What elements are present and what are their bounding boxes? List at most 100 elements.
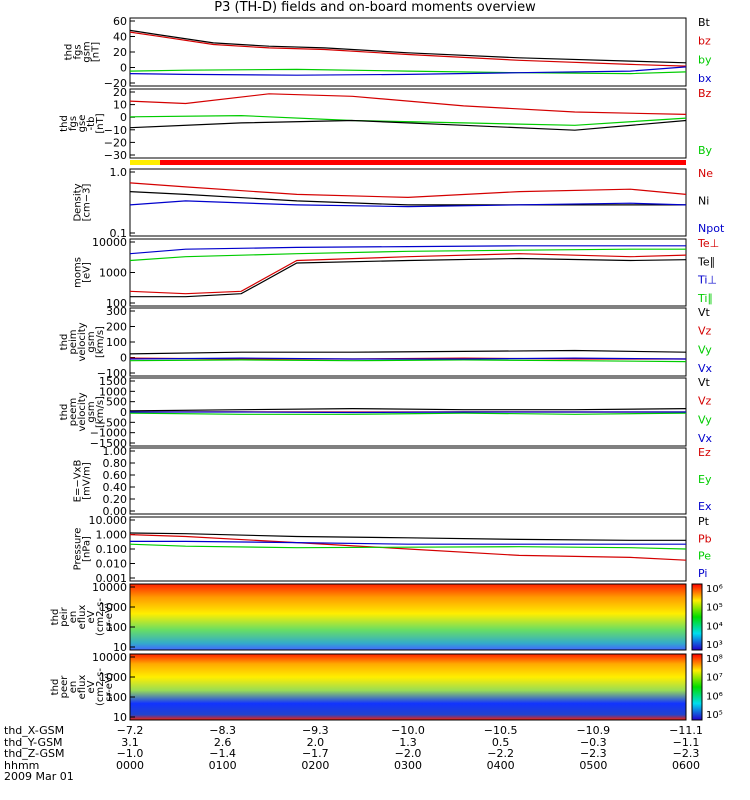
series-line-Pe [129, 543, 687, 550]
legend-Pb: Pb [698, 532, 712, 545]
y-tick-label: 1000 [99, 601, 127, 614]
legend-Ez: Ez [698, 446, 711, 459]
series-line-Vt [129, 407, 687, 412]
legend-Pt: Pt [698, 515, 710, 528]
y-tick-label: 0.1 [110, 227, 128, 240]
y-axis-label: eV [86, 610, 97, 623]
y-axis-label: thd [50, 609, 61, 626]
y-tick-label: −100 [97, 367, 127, 380]
x-axis-tick-value: −0.3 [579, 735, 607, 749]
legend-Te⊥: Te⊥ [697, 237, 719, 250]
y-axis-label: peir [59, 606, 70, 626]
series-line-by [129, 68, 687, 75]
legend-by: by [698, 53, 712, 66]
y-axis-label: thd [64, 44, 75, 61]
legend-Vz: Vz [698, 325, 712, 338]
y-axis-label: moms [73, 257, 84, 288]
y-tick-label: 0.100 [96, 543, 128, 556]
y-tick-label: 0.20 [103, 493, 128, 506]
x-axis-tick-value: 2.0 [306, 735, 325, 749]
y-tick-label: 10.000 [89, 514, 128, 527]
y-axis-label: (cm2-s- [95, 668, 106, 706]
x-axis-row: thd_Z-GSM −1.0 −1.4 −1.7 −2.0 −2.2 −2.3 −2.3 [4, 748, 699, 760]
y-axis-label: eflux [77, 675, 88, 700]
panel-frame-2 [129, 168, 687, 237]
y-tick-label: 60 [113, 15, 127, 28]
x-axis-tick-value: 0300 [394, 758, 422, 772]
y-tick-label: 500 [106, 396, 127, 409]
colorbar-label: 10⁴ [706, 621, 723, 632]
colorbar-label: 10⁵ [706, 710, 723, 721]
x-axis-tick-value: −1.7 [301, 747, 329, 760]
y-axis-label: sr-eV) [104, 602, 115, 631]
legend-Ex: Ex [698, 500, 712, 513]
y-axis-label: peer [59, 675, 70, 699]
series-line-Te⊥ [129, 253, 687, 295]
series-line-Ni [129, 191, 686, 206]
x-axis-row: thd_Y-GSM 3.1 2.6 2.0 1.3 0.5 −0.3 −1.1 [4, 735, 699, 749]
y-tick-label: 0.60 [103, 469, 128, 482]
y-axis-label: peem [68, 398, 79, 426]
legend-Npot: Npot [698, 222, 725, 235]
y-tick-label: 0 [120, 62, 127, 75]
y-tick-label: 10 [113, 99, 127, 112]
y-tick-label: 10000 [92, 581, 127, 594]
series-line-Ne [129, 182, 687, 199]
overview-chart: 6040200−20thdfgsgsm[nT]Btbzbybx20100−10−… [50, 15, 725, 724]
x-axis-tick-value: 3.1 [121, 735, 139, 749]
y-tick-label: −1500 [90, 437, 127, 450]
legend-Ni: Ni [698, 195, 709, 208]
x-axis-row-label: thd_Y-GSM [4, 735, 63, 749]
y-tick-label: −10 [104, 124, 127, 137]
y-tick-label: 10 [113, 641, 127, 654]
x-axis-tick-value: −1.0 [116, 747, 144, 760]
x-axis-row: hhmm 0000 0100 0200 0300 0400 0500 0600 [4, 759, 700, 772]
y-axis-label: [nPa] [82, 536, 93, 562]
y-axis-label: en [68, 611, 79, 624]
chart-title: P3 (TH-D) fields and on-board moments ov… [214, 0, 536, 15]
y-axis-label: [eV] [82, 262, 93, 283]
legend-Vy: Vy [698, 343, 712, 356]
colorbar-label: 10⁶ [706, 584, 723, 595]
legend-Ey: Ey [698, 473, 712, 486]
spectrogram-8 [130, 584, 686, 650]
y-tick-label: 0.80 [103, 457, 128, 470]
y-axis-label: [mV/m] [82, 462, 93, 500]
y-axis-label: sr-eV) [104, 672, 115, 701]
y-tick-label: 200 [106, 321, 127, 334]
x-axis-tick-value: −2.3 [579, 747, 607, 760]
x-axis-row: 2009 Mar 01 [4, 771, 74, 783]
panel-frame-8 [129, 583, 687, 651]
y-tick-label: 0 [120, 111, 127, 124]
legend-Vx: Vx [698, 362, 713, 375]
legend-Ti⊥: Ti⊥ [697, 274, 717, 287]
colorbar-label: 10⁵ [706, 603, 723, 614]
y-axis-label: peim [68, 329, 79, 354]
y-tick-label: 10000 [92, 651, 127, 664]
y-tick-label: 20 [113, 86, 127, 99]
y-axis-label: velocity [77, 322, 88, 361]
y-tick-label: 1.000 [96, 529, 128, 542]
legend-Pi: Pi [698, 567, 707, 580]
y-tick-label: 10000 [92, 236, 127, 249]
series-line-Npot [129, 200, 687, 208]
x-axis-tick-value: −2.2 [487, 747, 515, 760]
y-axis-label: (cm2-s- [95, 598, 106, 636]
colorbar-label: 10⁸ [706, 654, 723, 665]
y-tick-label: 40 [113, 31, 127, 44]
x-axis-row-label: thd_X-GSM [4, 724, 65, 737]
x-axis-tick-value: 0600 [672, 758, 700, 772]
legend-Vy: Vy [698, 413, 712, 426]
series-line-Vy [129, 359, 687, 363]
y-tick-label: 300 [106, 305, 127, 318]
series-line-Vx [129, 357, 687, 360]
y-axis-label: gsm [82, 41, 93, 62]
series-line-Bt [129, 29, 687, 64]
y-tick-label: 0.010 [96, 558, 128, 571]
y-axis-label: Pressure [73, 528, 84, 571]
y-axis-label: en [68, 681, 79, 694]
y-axis-label: Density [73, 183, 84, 221]
x-axis-tick-value: −2.3 [672, 747, 700, 760]
series-line-Vy [129, 412, 687, 415]
x-axis-tick-value: −7.2 [116, 724, 144, 737]
